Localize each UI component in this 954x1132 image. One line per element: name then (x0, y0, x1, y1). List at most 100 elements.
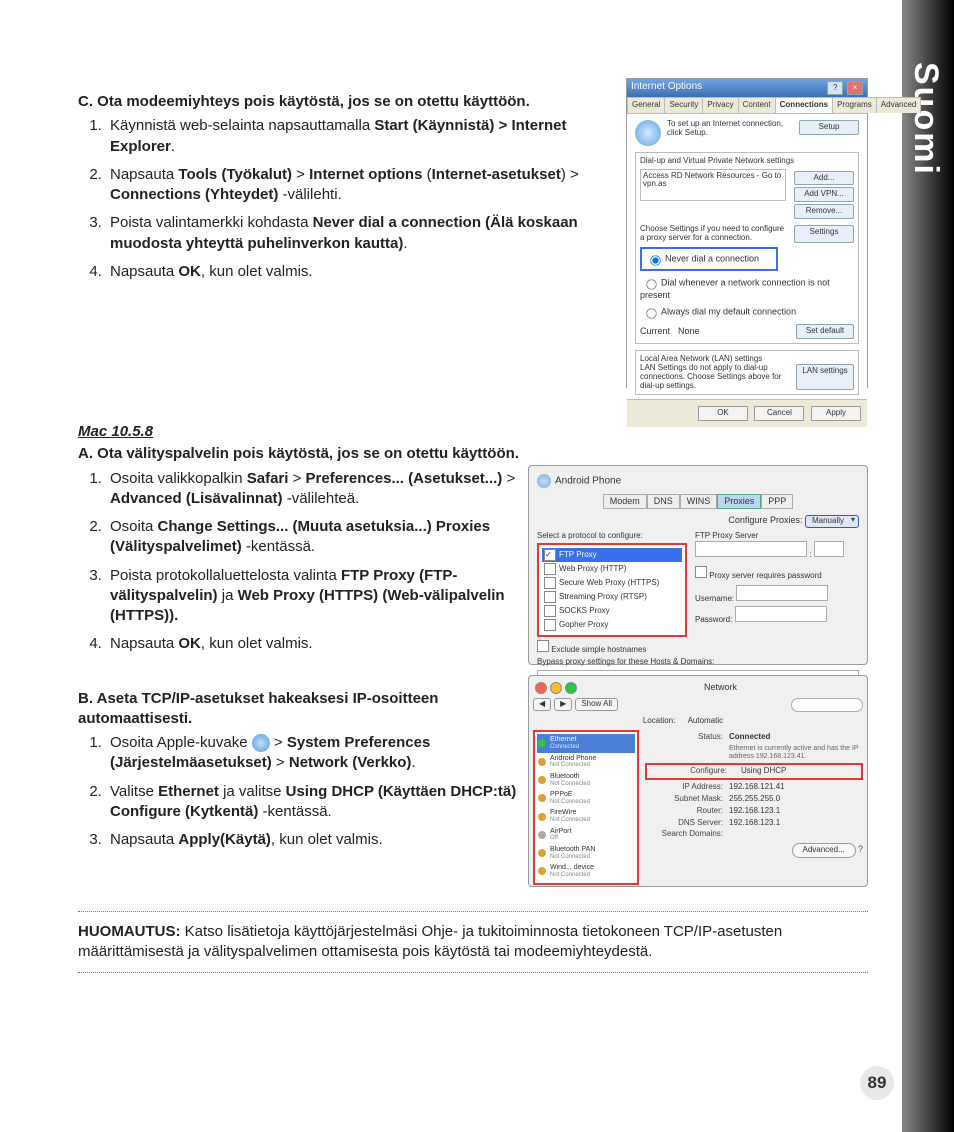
help-icon[interactable]: ? (858, 844, 863, 854)
radio-dial-when[interactable]: Dial whenever a network connection is no… (640, 275, 854, 301)
protocol-item[interactable]: Gopher Proxy (542, 618, 682, 632)
list-item: Poista protokollaluettelosta valinta FTP… (106, 566, 526, 627)
status-sub: Ethernet is currently active and has the… (729, 745, 863, 760)
page-number: 89 (860, 1066, 894, 1100)
close-traffic-light[interactable] (535, 682, 547, 694)
protocol-checkbox[interactable] (544, 619, 556, 631)
tab-advanced[interactable]: Advanced (876, 97, 922, 113)
protocol-checkbox[interactable] (544, 577, 556, 589)
add-button[interactable]: Add... (794, 171, 854, 186)
protocol-checkbox[interactable] (544, 563, 556, 575)
setup-button[interactable]: Setup (799, 120, 859, 135)
language-label: Suomi (902, 0, 945, 176)
proxy-server-label: FTP Proxy Server (695, 532, 859, 541)
proxy-port-input[interactable] (814, 541, 844, 557)
advanced-button[interactable]: Advanced... (792, 843, 856, 858)
radio-always-dial[interactable]: Always dial my default connection (640, 304, 854, 320)
zoom-traffic-light[interactable] (565, 682, 577, 694)
close-icon[interactable]: × (847, 81, 863, 95)
interface-list[interactable]: EthernetConnectedAndroid PhoneNot Connec… (533, 730, 639, 884)
remove-button[interactable]: Remove... (794, 204, 854, 219)
tab-connections[interactable]: Connections (775, 97, 833, 113)
tab-modem[interactable]: Modem (603, 494, 647, 510)
radio-never-dial[interactable]: Never dial a connection (640, 247, 778, 271)
ip-address-value: 192.168.121.41 (729, 783, 863, 792)
configure-proxies-dropdown[interactable]: Manually (805, 515, 859, 528)
dns-value: 192.168.123.1 (729, 819, 863, 828)
tab-wins[interactable]: WINS (680, 494, 718, 510)
interface-item[interactable]: Wind... deviceNot Connected (537, 862, 635, 880)
exclude-checkbox[interactable] (537, 640, 549, 652)
proxy-server-input[interactable] (695, 541, 807, 557)
location-dropdown[interactable]: Automatic (678, 715, 754, 726)
interface-item[interactable]: Android PhoneNot Connected (537, 753, 635, 771)
protocol-checkbox[interactable] (544, 605, 556, 617)
minimize-traffic-light[interactable] (550, 682, 562, 694)
help-icon[interactable]: ? (827, 81, 843, 95)
note-heading: HUOMAUTUS: (78, 923, 181, 940)
status-dot-icon (538, 776, 546, 784)
status-dot-icon (538, 831, 546, 839)
tab-general[interactable]: General (627, 97, 665, 113)
section-a-list: Osoita valikkopalkin Safari > Preference… (78, 469, 526, 655)
list-item[interactable]: Access RD Network Resources - Go to vpn.… (643, 171, 781, 189)
interface-item[interactable]: Bluetooth PANNot Connected (537, 844, 635, 862)
add-vpn-button[interactable]: Add VPN... (794, 187, 854, 202)
fig-internet-options: Internet Options ? × GeneralSecurityPriv… (626, 78, 868, 388)
setup-text: To set up an Internet connection, click … (667, 120, 799, 138)
tab-security[interactable]: Security (664, 97, 703, 113)
protocol-item[interactable]: FTP Proxy (542, 548, 682, 562)
subnet-mask-value: 255.255.255.0 (729, 795, 863, 804)
bypass-label: Bypass proxy settings for these Hosts & … (537, 658, 859, 667)
window-title: Network (580, 683, 861, 693)
tab-proxies[interactable]: Proxies (717, 494, 761, 510)
settings-button[interactable]: Settings (794, 225, 854, 243)
protocol-list-label: Select a protocol to configure: (537, 532, 687, 541)
list-item: Valitse Ethernet ja valitse Using DHCP (… (106, 782, 536, 823)
phone-icon (537, 474, 551, 488)
protocol-item[interactable]: Web Proxy (HTTP) (542, 562, 682, 576)
tab-content[interactable]: Content (738, 97, 776, 113)
interface-item[interactable]: AirPortOff (537, 826, 635, 844)
username-input[interactable] (736, 585, 828, 601)
protocol-checkbox[interactable] (544, 591, 556, 603)
protocol-item[interactable]: SOCKS Proxy (542, 604, 682, 618)
tab-programs[interactable]: Programs (832, 97, 877, 113)
settings-hint: Choose Settings if you need to configure… (640, 225, 790, 243)
window-titlebar: Internet Options ? × (627, 79, 867, 97)
interface-item[interactable]: EthernetConnected (537, 734, 635, 752)
show-all-button[interactable]: Show All (575, 698, 618, 711)
status-dot-icon (538, 739, 546, 747)
section-a-heading: A. Ota välityspalvelin pois käytöstä, jo… (78, 444, 868, 464)
tab-ppp[interactable]: PPP (761, 494, 793, 510)
protocol-item[interactable]: Secure Web Proxy (HTTPS) (542, 576, 682, 590)
status-dot-icon (538, 867, 546, 875)
configure-proxies-label: Configure Proxies: (728, 515, 802, 525)
interface-item[interactable]: PPPoENot Connected (537, 789, 635, 807)
tab-dns[interactable]: DNS (647, 494, 680, 510)
password-checkbox[interactable] (695, 566, 707, 578)
apply-button[interactable]: Apply (811, 406, 861, 421)
search-input[interactable] (791, 698, 863, 712)
router-value: 192.168.123.1 (729, 807, 863, 816)
cancel-button[interactable]: Cancel (754, 406, 804, 421)
sheet-title: Android Phone (555, 475, 621, 486)
forward-button[interactable]: ▶ (554, 698, 572, 711)
tab-privacy[interactable]: Privacy (702, 97, 738, 113)
ok-button[interactable]: OK (698, 406, 748, 421)
set-default-button[interactable]: Set default (796, 324, 854, 339)
tab-strip: GeneralSecurityPrivacyContentConnections… (627, 97, 867, 114)
interface-item[interactable]: FireWireNot Connected (537, 807, 635, 825)
lan-settings-button[interactable]: LAN settings (796, 364, 854, 390)
back-button[interactable]: ◀ (533, 698, 551, 711)
interface-item[interactable]: BluetoothNot Connected (537, 771, 635, 789)
protocol-list[interactable]: FTP ProxyWeb Proxy (HTTP)Secure Web Prox… (537, 543, 687, 637)
list-item: Osoita Apple-kuvake > System Preferences… (106, 733, 536, 774)
fig-mac-network: Network ◀ ▶ Show All Location: Automatic… (528, 675, 868, 887)
protocol-checkbox[interactable] (544, 549, 556, 561)
password-input[interactable] (735, 606, 827, 622)
connections-list[interactable]: Access RD Network Resources - Go to vpn.… (640, 169, 786, 201)
section-b-list: Osoita Apple-kuvake > System Preferences… (78, 733, 536, 850)
configure-dropdown[interactable]: Using DHCP (733, 765, 826, 776)
protocol-item[interactable]: Streaming Proxy (RTSP) (542, 590, 682, 604)
